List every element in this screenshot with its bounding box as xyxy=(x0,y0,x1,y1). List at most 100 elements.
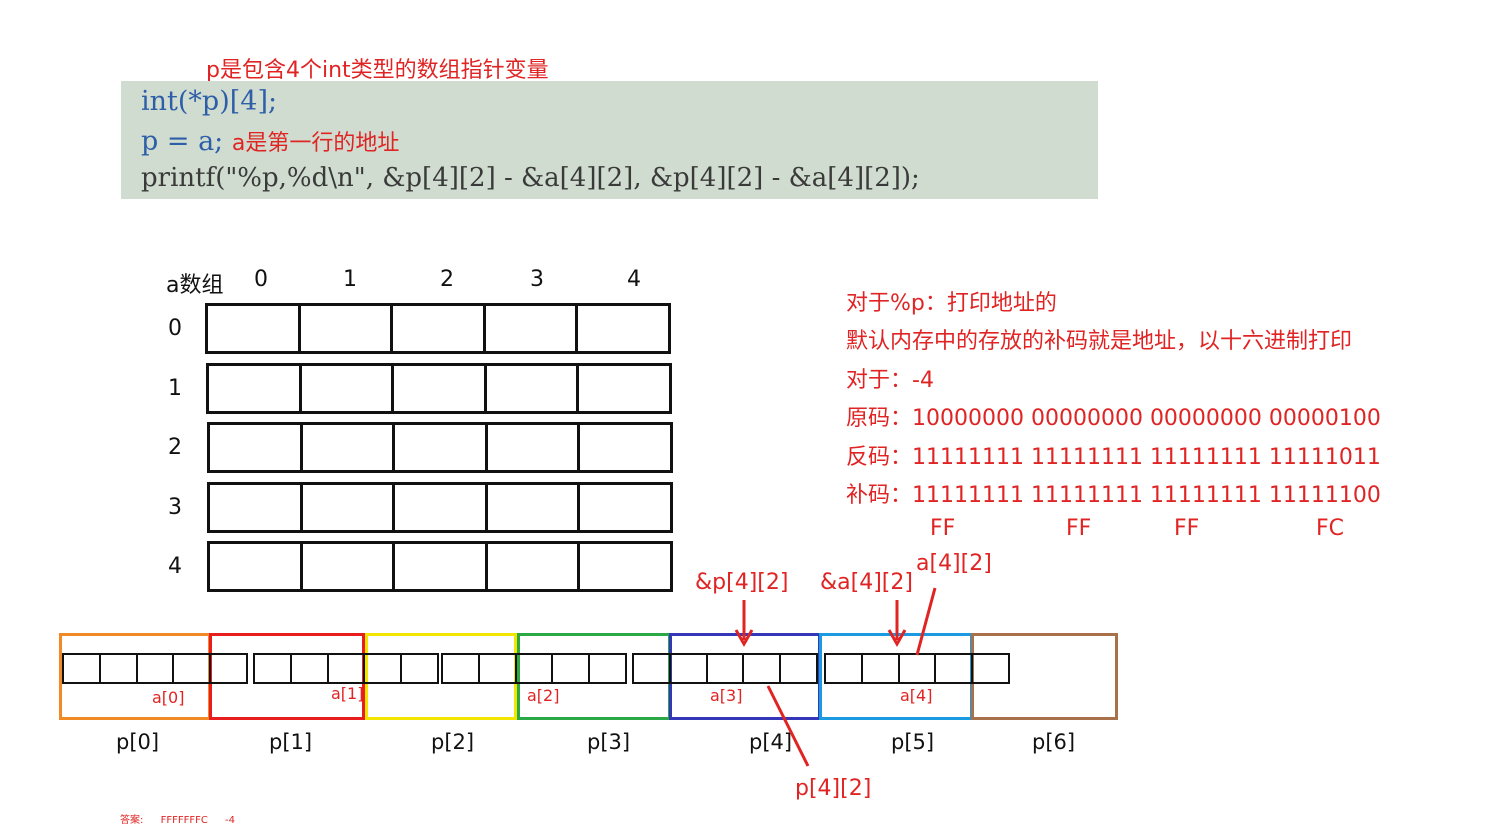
memory-cell xyxy=(936,655,974,682)
grid-cell xyxy=(488,425,581,470)
explain-line-3: 对于：-4 xyxy=(846,368,934,393)
grid-cell xyxy=(210,485,303,530)
p-row-label: p[6] xyxy=(1032,730,1076,754)
memory-cell xyxy=(671,655,708,682)
memory-cell xyxy=(101,655,138,682)
a-row-label: a[2] xyxy=(527,686,560,705)
a-row-label: a[0] xyxy=(152,688,185,707)
p-row-label: p[1] xyxy=(269,730,313,754)
grid-row-header: 2 xyxy=(168,435,182,460)
label-addr-a42: &a[4][2] xyxy=(820,570,913,595)
grid-cell xyxy=(209,366,302,411)
memory-cell xyxy=(863,655,900,682)
grid-row-header: 1 xyxy=(168,376,182,401)
code-line-2: p = a; a是第一行的地址 xyxy=(141,126,400,157)
grid-col-header: 1 xyxy=(343,267,357,292)
pointer-line-p42 xyxy=(766,685,810,767)
grid-cell xyxy=(210,425,303,470)
memory-cell xyxy=(517,655,554,682)
grid-cell xyxy=(486,306,579,351)
a-row-label: a[3] xyxy=(710,686,743,705)
label-a42: a[4][2] xyxy=(916,551,992,576)
memory-cell xyxy=(634,655,671,682)
hex-byte-4: FC xyxy=(1316,516,1345,541)
answer-hex: FFFFFFFC xyxy=(160,815,208,826)
grid-title: a数组 xyxy=(166,273,224,298)
memory-cell xyxy=(255,655,292,682)
explain-line-5: 反码：11111111 11111111 11111111 11111011 xyxy=(846,445,1381,470)
p-row-label: p[4] xyxy=(749,730,793,754)
memory-cell xyxy=(480,655,517,682)
code-block: int(*p)[4]; p = a; a是第一行的地址 printf("%p,%… xyxy=(121,81,1098,199)
grid-cell xyxy=(208,306,301,351)
grid-cell xyxy=(395,485,488,530)
pointer-line-a42 xyxy=(915,587,937,656)
code-line-1: int(*p)[4]; xyxy=(141,86,278,117)
memory-cell xyxy=(826,655,863,682)
memory-row-group xyxy=(62,653,248,684)
hex-byte-3: FF xyxy=(1174,516,1200,541)
p-row-label: p[0] xyxy=(116,730,160,754)
memory-cell xyxy=(64,655,101,682)
explain-line-4: 原码：10000000 00000000 00000000 00000100 xyxy=(846,406,1381,431)
grid-cell xyxy=(395,425,488,470)
grid-cell xyxy=(301,306,394,351)
answer-dec: -4 xyxy=(225,815,235,826)
grid-row xyxy=(207,422,673,473)
memory-cell xyxy=(365,655,403,682)
arrow-p42-addr-head xyxy=(734,629,754,648)
grid-cell xyxy=(210,544,303,589)
grid-cell xyxy=(394,366,487,411)
memory-cell xyxy=(174,655,212,682)
grid-cell xyxy=(303,544,396,589)
grid-cell xyxy=(488,485,581,530)
grid-col-header: 3 xyxy=(530,267,544,292)
memory-cell xyxy=(708,655,745,682)
grid-cell xyxy=(302,366,395,411)
grid-cell xyxy=(303,425,396,470)
answer-footer: 答案: FFFFFFFC -4 xyxy=(120,811,235,826)
explain-line-2: 默认内存中的存放的补码就是地址，以十六进制打印 xyxy=(846,329,1353,354)
grid-col-header: 4 xyxy=(627,267,641,292)
grid-row xyxy=(207,482,673,533)
hex-byte-1: FF xyxy=(930,516,956,541)
code-line-3: printf("%p,%d\n", &p[4][2] - &a[4][2], &… xyxy=(141,163,920,193)
memory-cell xyxy=(744,655,782,682)
grid-col-header: 2 xyxy=(440,267,454,292)
a-row-label: a[4] xyxy=(900,686,933,705)
memory-cell xyxy=(443,655,480,682)
p-row-label: p[3] xyxy=(587,730,631,754)
grid-row-header: 4 xyxy=(168,554,182,579)
answer-label: 答案: xyxy=(120,815,144,826)
grid-cell xyxy=(393,306,486,351)
memory-row-group xyxy=(253,653,439,684)
memory-row-group xyxy=(632,653,818,684)
grid-row-header: 3 xyxy=(168,495,182,520)
label-p42: p[4][2] xyxy=(795,776,872,801)
grid-row xyxy=(206,363,672,414)
grid-cell xyxy=(395,544,488,589)
memory-cell xyxy=(900,655,937,682)
a-row-label: a[1] xyxy=(331,684,364,703)
arrow-a42-addr-head xyxy=(887,629,907,648)
memory-cell xyxy=(138,655,175,682)
grid-row xyxy=(207,541,673,592)
grid-row-header: 0 xyxy=(168,316,182,341)
label-addr-p42: &p[4][2] xyxy=(695,570,789,595)
grid-cell xyxy=(488,544,581,589)
p-row-label: p[2] xyxy=(431,730,475,754)
memory-cell xyxy=(292,655,329,682)
grid-col-header: 0 xyxy=(254,267,268,292)
grid-row xyxy=(205,303,671,354)
memory-row-group xyxy=(441,653,627,684)
code-line-2-note: a是第一行的地址 xyxy=(231,131,400,156)
explain-line-6: 补码：11111111 11111111 11111111 11111100 xyxy=(846,483,1381,508)
explain-line-1: 对于%p：打印地址的 xyxy=(846,291,1057,316)
memory-cell xyxy=(329,655,366,682)
hex-byte-2: FF xyxy=(1066,516,1092,541)
grid-cell xyxy=(303,485,396,530)
code-annotation-top: p是包含4个int类型的数组指针变量 xyxy=(206,58,549,83)
memory-cell xyxy=(553,655,591,682)
p-row-label: p[5] xyxy=(891,730,935,754)
